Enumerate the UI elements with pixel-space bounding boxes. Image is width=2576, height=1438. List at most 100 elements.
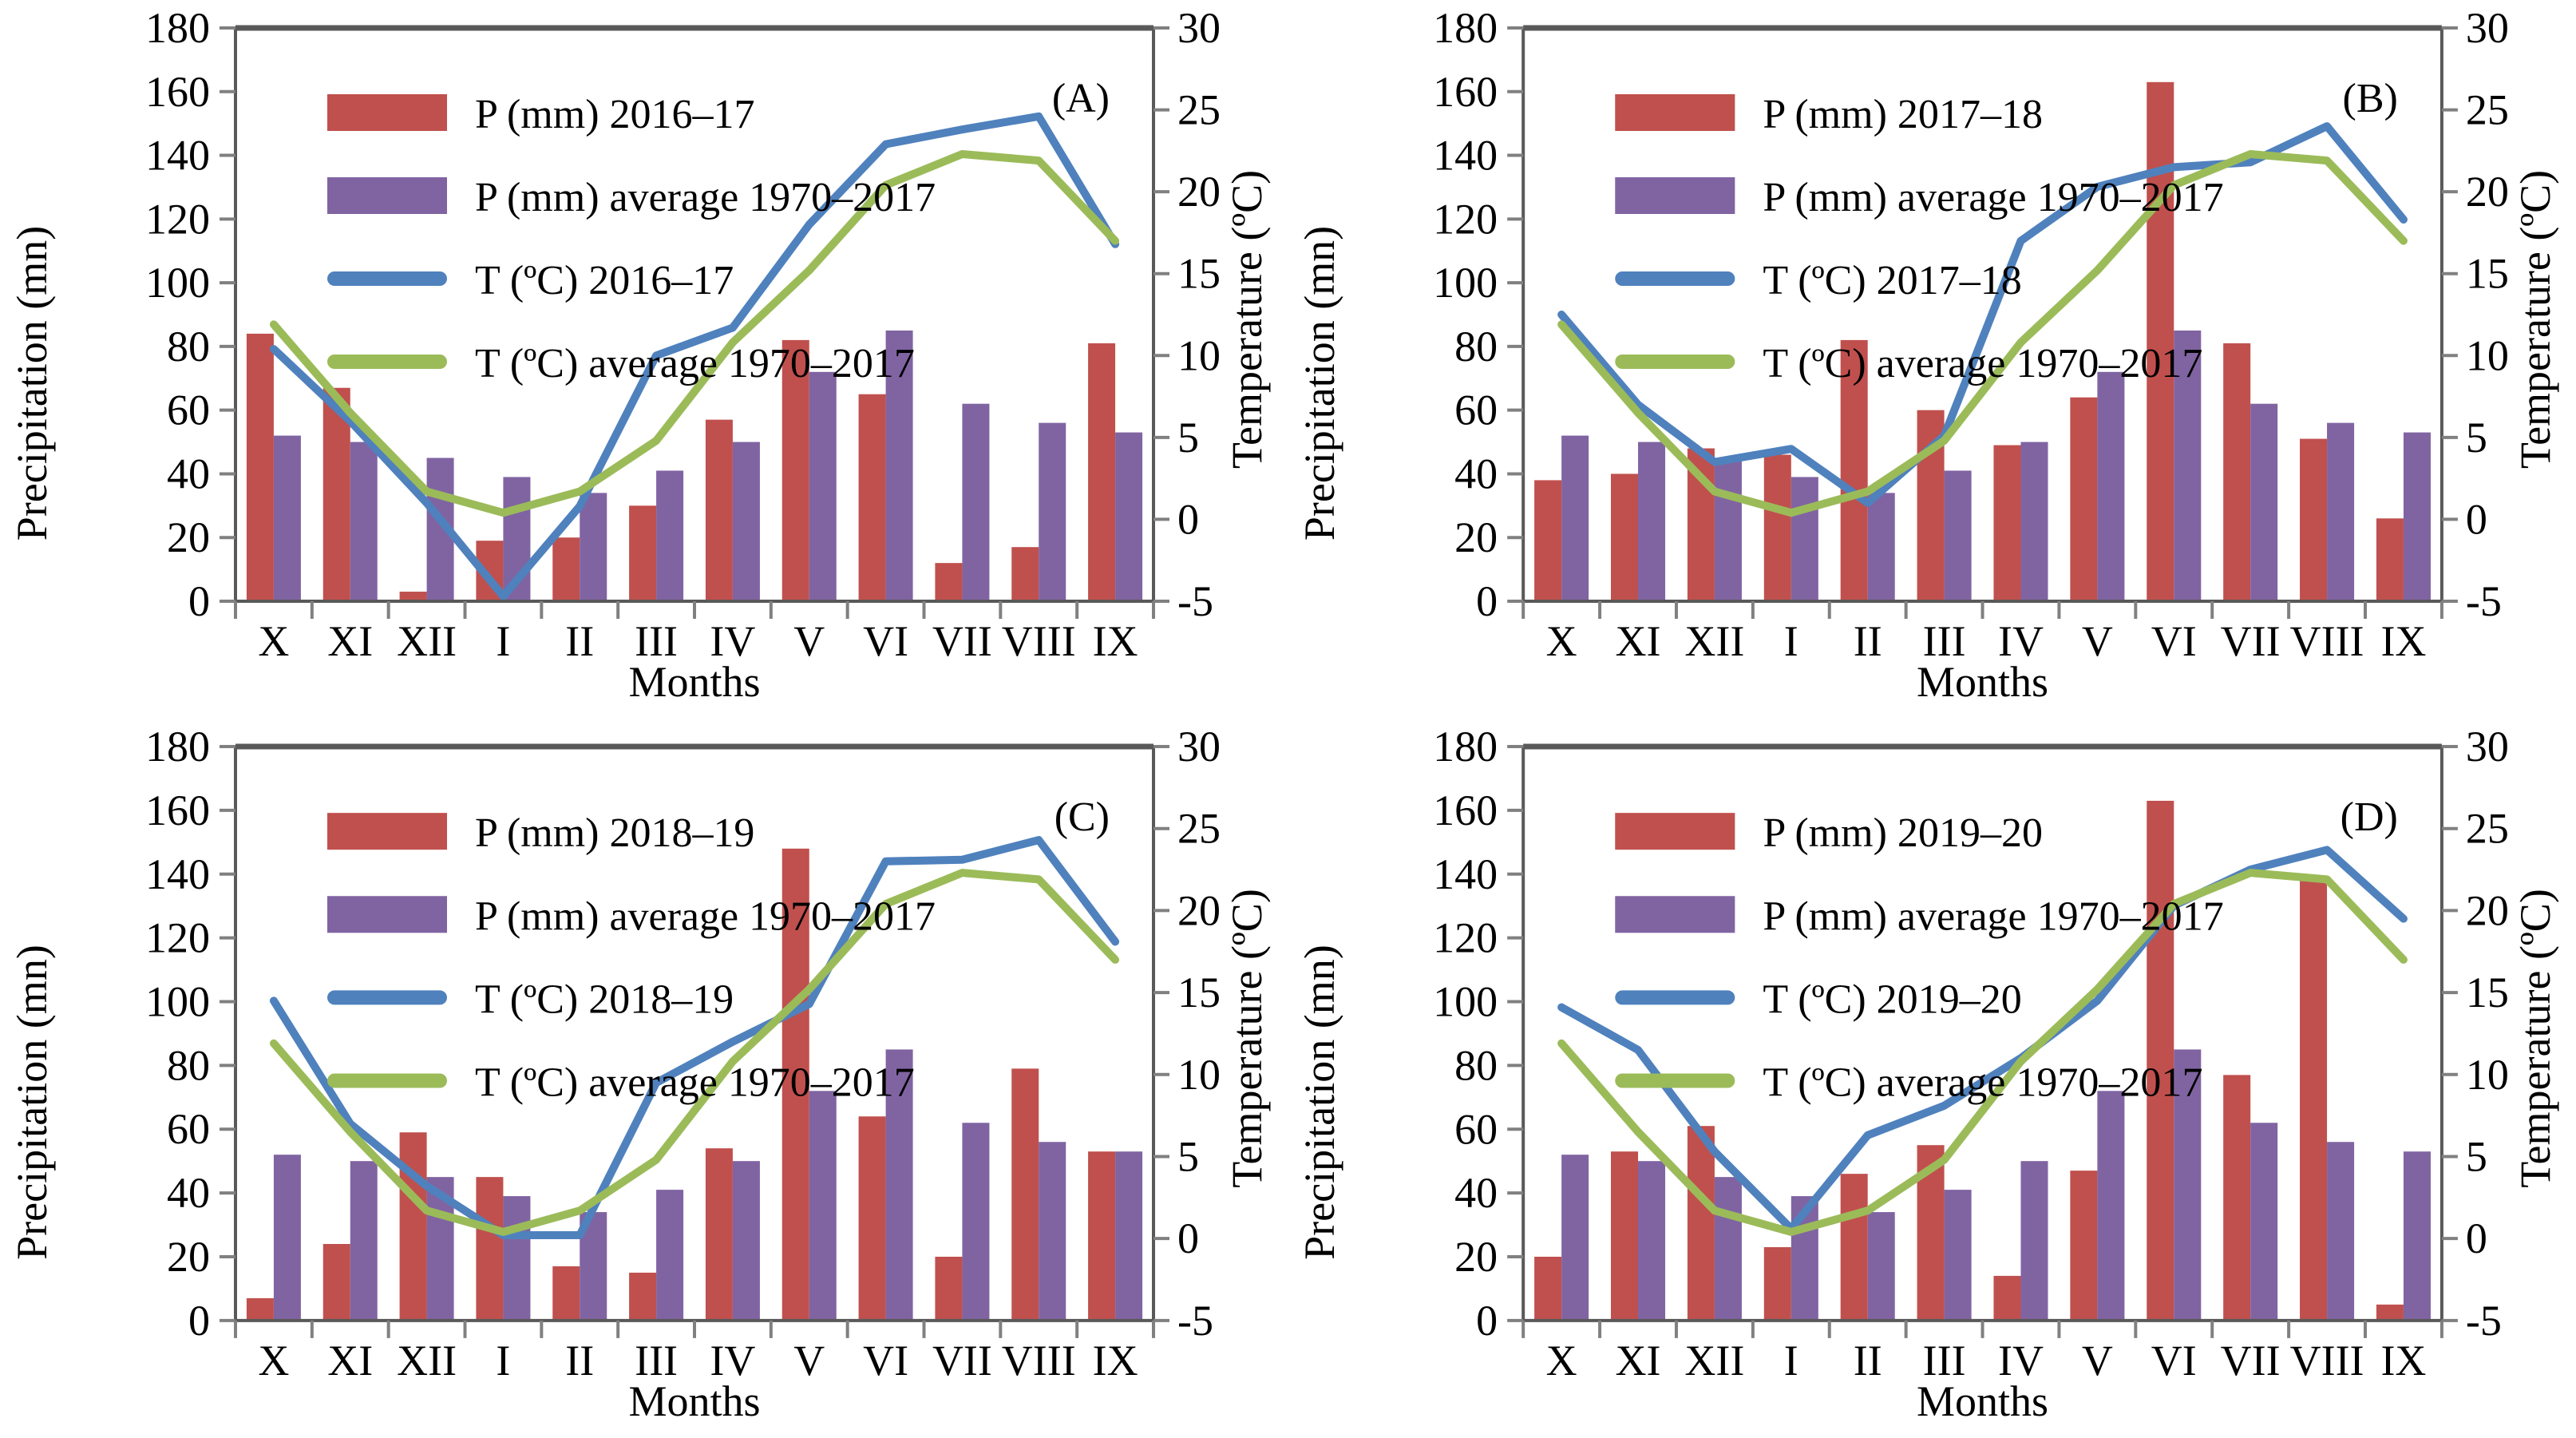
precip-average-bar-IV xyxy=(732,442,760,601)
legend-label: T (ºC) average 1970–2017 xyxy=(1763,341,2202,386)
month-tick-label: XII xyxy=(1684,617,1744,665)
month-tick-label: VII xyxy=(2221,617,2281,665)
month-tick-label: II xyxy=(565,1337,594,1385)
left-tick-label: 20 xyxy=(1454,513,1498,561)
panel-label: (A) xyxy=(1052,76,1110,121)
left-tick-label: 0 xyxy=(188,577,210,625)
month-tick-label: VI xyxy=(2151,617,2197,665)
legend-label: P (mm) 2016–17 xyxy=(475,92,755,137)
right-tick-label: -5 xyxy=(2466,577,2502,625)
precip-average-bar-XI xyxy=(350,442,378,601)
precip-average-bar-XI xyxy=(350,1161,378,1321)
temperature-average-line xyxy=(1557,869,2408,1236)
precip-bar-XII xyxy=(1687,1126,1715,1321)
month-tick-label: XII xyxy=(397,1337,457,1385)
right-tick-label: 5 xyxy=(2466,1132,2487,1180)
precip-bar-VII xyxy=(935,563,963,601)
month-tick-label: XI xyxy=(1616,617,1661,665)
right-tick-label: 5 xyxy=(1177,414,1199,462)
legend-line-swatch xyxy=(327,355,447,369)
right-tick-label: 20 xyxy=(2466,886,2509,934)
precip-bar-VI xyxy=(2147,800,2174,1321)
precip-bar-IV xyxy=(705,1148,733,1321)
legend-label: T (ºC) 2016–17 xyxy=(475,258,734,303)
right-tick-label: 15 xyxy=(2466,969,2509,1016)
right-tick-label: 0 xyxy=(1177,1214,1199,1262)
precip-average-bar-X xyxy=(273,435,301,601)
left-tick-label: 140 xyxy=(145,132,210,180)
right-axis-title: Temperature (ºC) xyxy=(2511,170,2559,469)
left-tick-label: 160 xyxy=(1433,786,1498,834)
precip-bar-II xyxy=(1840,1174,1868,1321)
month-tick-label: II xyxy=(1854,617,1882,665)
right-tick-label: -5 xyxy=(1177,1297,1213,1345)
precip-bar-VIII xyxy=(2300,438,2328,601)
temperature-average-line xyxy=(269,149,1120,517)
month-tick-label: III xyxy=(1923,1337,1966,1385)
left-axis-title: Precipitation (mn) xyxy=(8,945,56,1260)
right-tick-label: 0 xyxy=(1177,495,1199,543)
temperature-line xyxy=(1557,846,2408,1233)
month-tick-label: VIII xyxy=(1002,617,1076,665)
month-tick-label: X xyxy=(258,1337,289,1385)
left-tick-label: 100 xyxy=(1433,259,1498,307)
precip-average-bar-I xyxy=(503,1196,531,1321)
left-tick-label: 140 xyxy=(1433,132,1498,180)
left-axis-title: Precipitation (mn) xyxy=(1296,945,1343,1260)
right-tick-label: -5 xyxy=(1177,577,1213,625)
month-tick-label: V xyxy=(2082,617,2113,665)
left-tick-label: 40 xyxy=(1454,1169,1498,1217)
precip-bar-VII xyxy=(935,1256,963,1321)
precip-bar-II xyxy=(1840,339,1868,601)
precip-bar-IX xyxy=(2376,1304,2404,1321)
left-tick-label: 80 xyxy=(1454,1041,1498,1089)
precip-bar-VIII xyxy=(1011,1068,1039,1321)
left-tick-label: 180 xyxy=(1433,4,1498,52)
month-tick-label: I xyxy=(496,617,510,665)
right-tick-label: 20 xyxy=(1177,886,1221,934)
precip-bar-I xyxy=(1763,454,1791,601)
month-tick-label: X xyxy=(258,617,289,665)
precip-average-bar-X xyxy=(1561,435,1589,601)
legend-swatch xyxy=(327,896,447,933)
precip-average-bar-VI xyxy=(2174,1049,2202,1321)
left-tick-label: 120 xyxy=(1433,914,1498,962)
right-tick-label: 10 xyxy=(2466,1051,2509,1099)
month-tick-label: I xyxy=(496,1337,510,1385)
left-tick-label: 60 xyxy=(1454,386,1498,434)
precip-bar-XI xyxy=(1611,473,1639,601)
month-tick-label: IX xyxy=(1093,617,1138,665)
legend-line-swatch xyxy=(1615,990,1735,1005)
legend-label: T (ºC) average 1970–2017 xyxy=(475,1060,915,1105)
precip-average-bar-V xyxy=(2097,371,2125,601)
right-tick-label: 10 xyxy=(1177,331,1221,379)
left-tick-label: 140 xyxy=(145,850,210,898)
legend-label: P (mm) average 1970–2017 xyxy=(475,893,936,939)
precip-average-bar-IV xyxy=(2020,1161,2048,1321)
left-tick-label: 0 xyxy=(188,1297,210,1345)
panel-label: (D) xyxy=(2341,794,2398,840)
temperature-line xyxy=(269,836,1120,1240)
month-tick-label: X xyxy=(1546,617,1577,665)
month-tick-label: III xyxy=(1923,617,1966,665)
precip-average-bar-IX xyxy=(2403,432,2431,601)
precip-bar-XI xyxy=(322,1243,350,1321)
month-tick-label: I xyxy=(1784,1337,1798,1385)
precip-average-bar-VIII xyxy=(1039,422,1066,601)
legend-swatch xyxy=(327,813,447,850)
right-tick-label: 30 xyxy=(2466,4,2509,52)
right-tick-label: 20 xyxy=(1177,168,1221,216)
precip-average-bar-I xyxy=(1791,477,1818,601)
right-tick-label: 10 xyxy=(1177,1051,1221,1099)
legend-line-swatch xyxy=(327,1073,447,1088)
precip-average-bar-VII xyxy=(2250,403,2278,601)
precip-bar-VIII xyxy=(2300,880,2328,1321)
left-tick-label: 40 xyxy=(167,1169,210,1217)
left-tick-label: 20 xyxy=(1454,1233,1498,1281)
month-tick-label: VI xyxy=(863,1337,908,1385)
precip-average-bar-VI xyxy=(885,330,913,601)
month-tick-label: IV xyxy=(710,617,755,665)
